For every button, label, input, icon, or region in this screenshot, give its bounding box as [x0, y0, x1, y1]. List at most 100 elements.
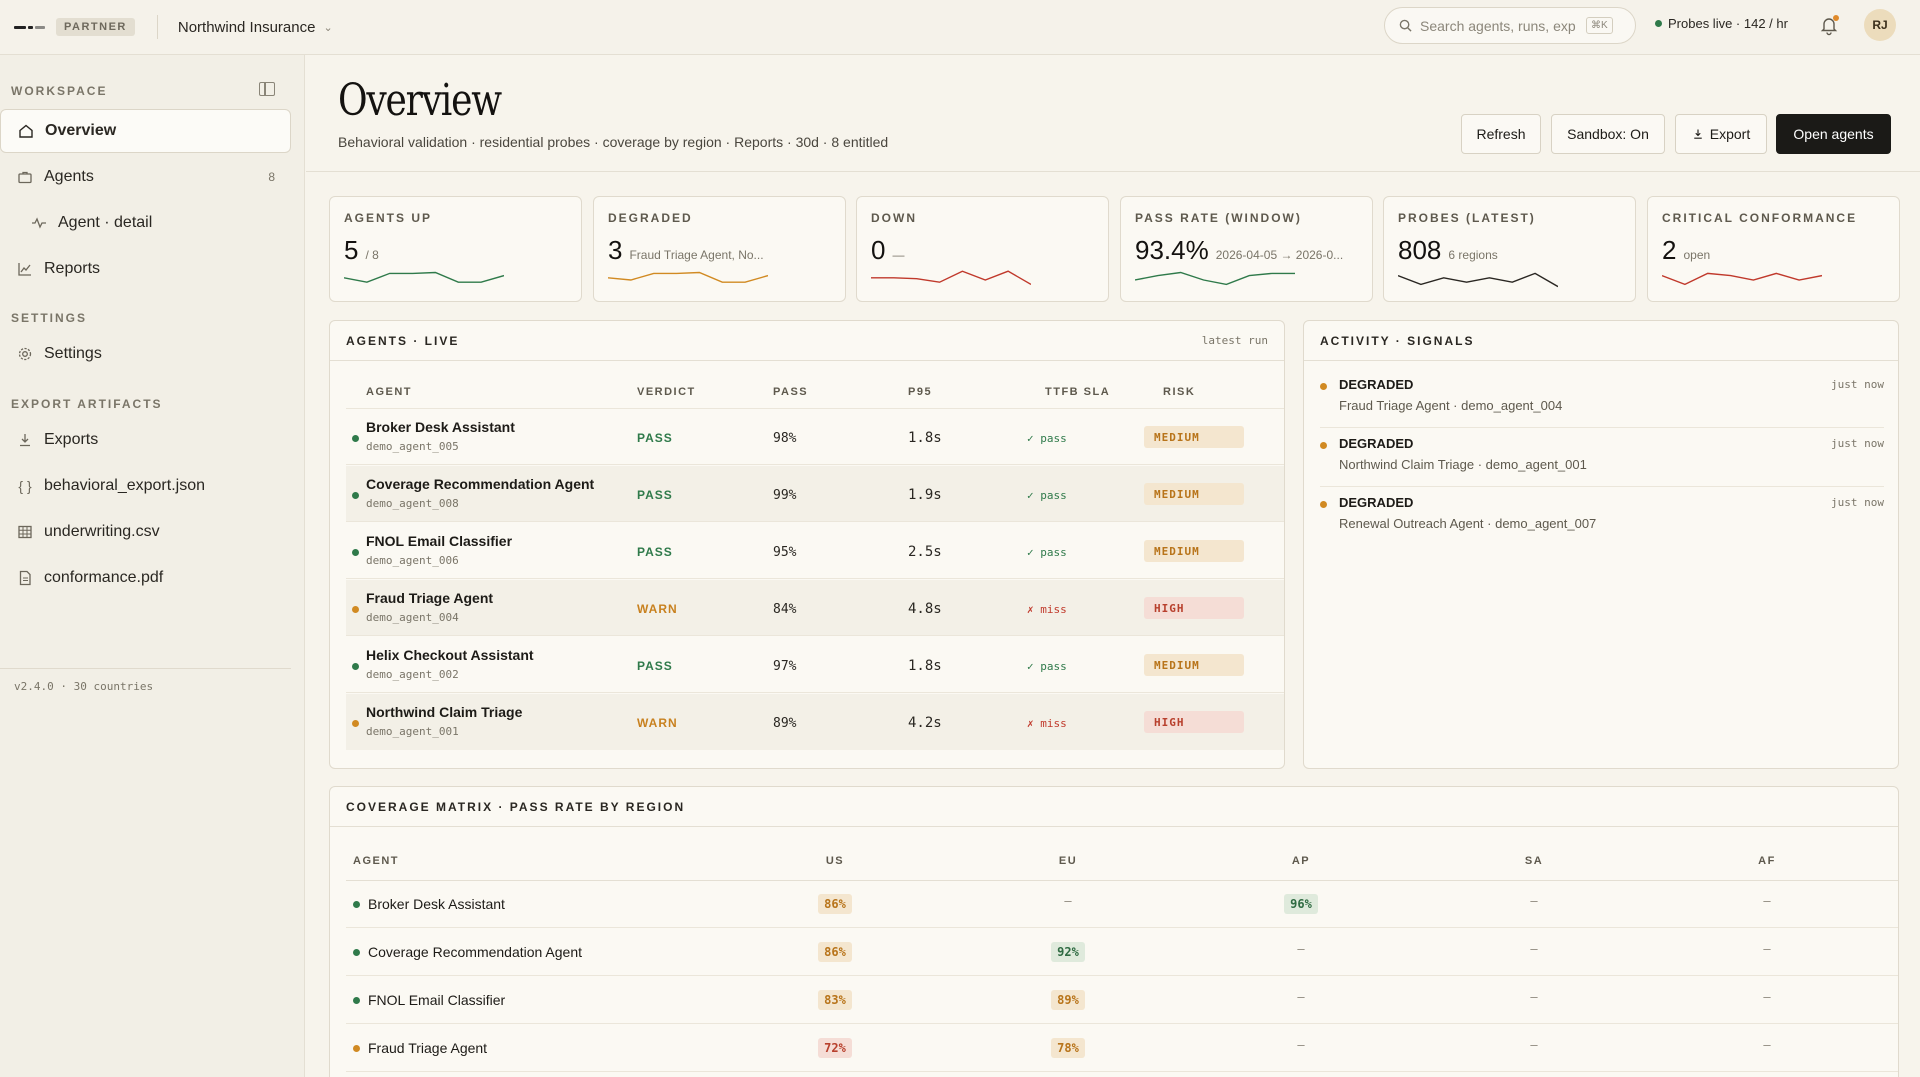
table-row[interactable]: Northwind Claim Triage demo_agent_001 WA…	[346, 694, 1284, 750]
sparkline-path	[608, 271, 768, 283]
kpi-number: 93.4%	[1135, 235, 1209, 265]
table-row[interactable]: FNOL Email Classifier 83% 89% – – –	[346, 977, 1898, 1024]
agent-name: Coverage Recommendation Agent	[366, 476, 595, 492]
signal-time: just now	[1831, 437, 1884, 450]
list-item[interactable]: DEGRADED Fraud Triage Agent · demo_agent…	[1320, 369, 1884, 428]
pass-rate: 95%	[773, 545, 797, 560]
card-header: COVERAGE MATRIX · PASS RATE BY REGION	[330, 787, 1898, 827]
column-header-sa: SA	[1524, 855, 1544, 867]
status-dot	[352, 435, 359, 442]
coverage-empty-af: –	[1763, 1038, 1771, 1052]
pass-rate: 99%	[773, 488, 797, 503]
p95-latency: 1.9s	[908, 487, 942, 503]
sidebar-item-label: Agents	[44, 168, 94, 185]
coverage-chip-ap: 96%	[1284, 894, 1318, 914]
coverage-empty-eu: –	[1064, 894, 1072, 908]
verdict: WARN	[637, 602, 678, 616]
table-row[interactable]: Fraud Triage Agent 72% 78% – – –	[346, 1025, 1898, 1072]
refresh-button[interactable]: Refresh	[1461, 114, 1541, 154]
sidebar-item-label: underwriting.csv	[44, 523, 160, 540]
table-row[interactable]: Helix Checkout Assistant demo_agent_002 …	[346, 637, 1284, 693]
coverage-chip-us: 72%	[818, 1038, 852, 1058]
search-box[interactable]: ⌘K	[1384, 7, 1636, 44]
status-dot	[353, 997, 360, 1004]
coverage-empty-af: –	[1763, 990, 1771, 1004]
agent-name: Northwind Claim Triage	[366, 704, 523, 720]
signal-title: DEGRADED	[1339, 495, 1414, 510]
sidebar-item-agent-detail[interactable]: Agent · detail	[0, 201, 291, 245]
risk-badge: MEDIUM	[1144, 483, 1244, 505]
sparkline-path	[1398, 272, 1558, 288]
coverage-chip-us: 86%	[818, 894, 852, 914]
kpi-pass-rate: PASS RATE (WINDOW) 93.4% 2026-04-05 → 202…	[1120, 196, 1373, 302]
p95-latency: 4.8s	[908, 601, 942, 617]
code-braces-icon: { }	[18, 478, 32, 494]
collapse-sidebar-icon[interactable]	[259, 82, 275, 96]
export-button-label: Export	[1709, 126, 1751, 142]
verdict: PASS	[637, 545, 673, 559]
agents-count: 8	[268, 170, 275, 184]
kpi-number: 808	[1398, 235, 1442, 265]
ttfb-sla: ✓ pass	[1027, 660, 1067, 673]
list-item[interactable]: DEGRADED Northwind Claim Triage · demo_a…	[1320, 428, 1884, 487]
download-icon	[16, 431, 34, 449]
export-button[interactable]: Export	[1675, 114, 1767, 154]
coverage-chip-eu: 92%	[1051, 942, 1085, 962]
p95-latency: 1.8s	[908, 658, 942, 674]
sidebar-item-export-json[interactable]: { } behavioral_export.json	[0, 464, 291, 508]
kpi-value: 3 Fraud Triage Agent, No...	[608, 235, 764, 266]
ttfb-sla: ✓ pass	[1027, 432, 1067, 445]
table-row[interactable]: Broker Desk Assistant demo_agent_005 PAS…	[346, 409, 1284, 465]
table-row[interactable]: Coverage Recommendation Agent demo_agent…	[346, 466, 1284, 522]
column-header-p95: P95	[908, 386, 933, 398]
open-agents-button[interactable]: Open agents	[1776, 114, 1891, 154]
column-header-ttfb-sla: TTFB SLA	[1045, 386, 1111, 398]
activity-signals-card: ACTIVITY · SIGNALS DEGRADED Fraud Triage…	[1303, 320, 1899, 769]
status-dot	[352, 720, 359, 727]
sandbox-toggle[interactable]: Sandbox: On	[1551, 114, 1665, 154]
coverage-empty-sa: –	[1530, 894, 1538, 908]
status-dot	[1320, 442, 1327, 449]
sidebar-item-export-pdf[interactable]: conformance.pdf	[0, 556, 291, 600]
table-row[interactable]: Fraud Triage Agent demo_agent_004 WARN 8…	[346, 580, 1284, 636]
sidebar-item-exports[interactable]: Exports	[0, 418, 291, 462]
avatar[interactable]: RJ	[1864, 9, 1896, 41]
kpi-label: CRITICAL CONFORMANCE	[1662, 211, 1858, 225]
table-row[interactable]: Broker Desk Assistant 86% – 96% – –	[346, 881, 1898, 928]
search-input[interactable]	[1420, 17, 1586, 34]
verdict: PASS	[637, 431, 673, 445]
agents-live-card: AGENTS · LIVE latest run AGENT VERDICT P…	[329, 320, 1285, 769]
verdict: WARN	[637, 716, 678, 730]
section-title-workspace: WORKSPACE	[11, 84, 108, 98]
status-dot	[1320, 501, 1327, 508]
signal-detail: Fraud Triage Agent · demo_agent_004	[1339, 398, 1563, 413]
org-switcher[interactable]: Northwind Insurance ⌄	[178, 19, 333, 36]
kpi-label: AGENTS UP	[344, 211, 433, 225]
risk-badge: MEDIUM	[1144, 540, 1244, 562]
gear-icon	[16, 345, 34, 363]
table-row[interactable]: FNOL Email Classifier demo_agent_006 PAS…	[346, 523, 1284, 579]
kpi-label: DOWN	[871, 211, 917, 225]
sidebar-item-agents[interactable]: Agents 8	[0, 155, 291, 199]
agent-id: demo_agent_005	[366, 440, 459, 453]
status-dot	[352, 549, 359, 556]
sidebar-item-export-csv[interactable]: underwriting.csv	[0, 510, 291, 554]
sidebar-item-overview[interactable]: Overview	[0, 109, 291, 153]
risk-badge: MEDIUM	[1144, 654, 1244, 676]
agent-name: FNOL Email Classifier	[366, 533, 513, 549]
list-item[interactable]: DEGRADED Renewal Outreach Agent · demo_a…	[1320, 487, 1884, 546]
signal-detail: Northwind Claim Triage · demo_agent_001	[1339, 457, 1587, 472]
notifications-button[interactable]	[1818, 14, 1840, 36]
sidebar-item-label: behavioral_export.json	[44, 477, 205, 494]
sidebar-item-reports[interactable]: Reports	[0, 247, 291, 291]
table-row[interactable]: Coverage Recommendation Agent 86% 92% – …	[346, 929, 1898, 976]
search-icon	[1399, 19, 1412, 32]
sidebar-item-label: Exports	[44, 431, 99, 448]
signal-title: DEGRADED	[1339, 377, 1414, 392]
agent-name: Broker Desk Assistant	[366, 419, 515, 435]
risk-badge: HIGH	[1144, 597, 1244, 619]
sidebar-item-settings[interactable]: Settings	[0, 332, 291, 376]
kpi-value: 2 open	[1662, 235, 1710, 266]
sidebar-item-label: conformance.pdf	[44, 569, 164, 586]
coverage-matrix-card: COVERAGE MATRIX · PASS RATE BY REGION AG…	[329, 786, 1899, 1077]
